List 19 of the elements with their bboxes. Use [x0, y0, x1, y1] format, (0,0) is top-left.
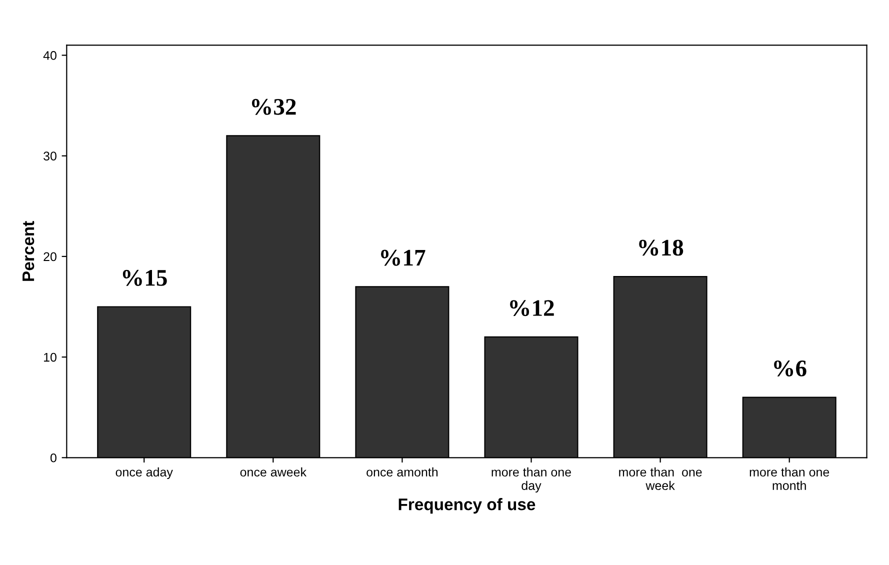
- y-tick-label: 20: [44, 252, 56, 262]
- y-tick-label: 30: [44, 152, 56, 161]
- data-label: %12: [510, 300, 554, 316]
- data-label: %18: [639, 240, 684, 256]
- data-label: %15: [122, 270, 167, 286]
- data-label: %32: [252, 98, 296, 115]
- y-tick-label: 40: [43, 51, 56, 60]
- y-tick-label: 10: [44, 352, 56, 362]
- x-tick-label: once aday: [116, 467, 173, 480]
- x-axis-title: Frequency of use: [398, 498, 536, 514]
- x-tick-label: more than one week: [619, 467, 702, 490]
- x-tick-label: once aweek: [240, 467, 307, 477]
- x-tick-label: once amonth: [366, 467, 438, 477]
- y-tick-label: 0: [50, 453, 56, 462]
- data-label: %17: [381, 250, 426, 266]
- x-tick-label: more than one day: [492, 467, 571, 492]
- x-tick-label: more than one month: [750, 467, 830, 490]
- y-axis-title: Percent: [22, 221, 34, 281]
- data-label: %6: [774, 360, 806, 376]
